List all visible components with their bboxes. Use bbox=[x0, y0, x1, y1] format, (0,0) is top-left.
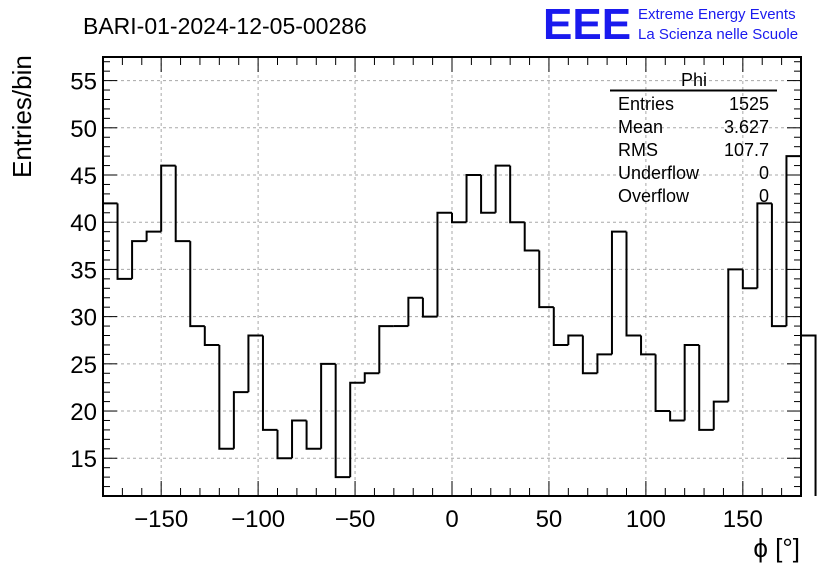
histogram-bin bbox=[203, 326, 220, 346]
histogram-bin bbox=[189, 241, 205, 328]
stats-title: Phi bbox=[681, 70, 707, 90]
tick-labels: −150 −100 −50 0 50 100 150 15 20 25 30 35 40 45 50 55 bbox=[70, 69, 763, 533]
stats-row-value: 107.7 bbox=[724, 140, 769, 160]
histogram-bin bbox=[363, 372, 380, 383]
histogram-bins bbox=[102, 155, 817, 496]
histogram-bin bbox=[480, 175, 496, 214]
histogram-bin bbox=[349, 381, 365, 478]
stats-row-label: Underflow bbox=[618, 163, 700, 183]
histogram-bin bbox=[145, 230, 162, 242]
y-tick-label: 55 bbox=[70, 69, 97, 96]
x-tick-label: 50 bbox=[536, 506, 563, 533]
logo-line-1: Extreme Energy Events bbox=[638, 6, 796, 23]
histogram-bin bbox=[567, 334, 583, 345]
histogram-bin bbox=[465, 174, 482, 223]
y-tick-label: 15 bbox=[70, 446, 97, 473]
logo-mark: EEE bbox=[543, 0, 631, 49]
x-tick-label: −150 bbox=[134, 506, 188, 533]
histogram-bin bbox=[334, 363, 351, 479]
histogram-bin bbox=[407, 296, 423, 327]
y-tick-label: 30 bbox=[70, 305, 97, 332]
histogram-bin bbox=[291, 419, 307, 459]
histogram-bin bbox=[610, 230, 627, 355]
y-tick-label: 25 bbox=[70, 352, 97, 379]
histogram-bin bbox=[683, 343, 700, 421]
histogram-bin bbox=[654, 354, 671, 413]
stats-row-label: Entries bbox=[618, 94, 674, 114]
x-tick-label: 150 bbox=[723, 506, 763, 533]
histogram-bin bbox=[596, 353, 612, 374]
stats-row-value: 3.627 bbox=[724, 117, 769, 137]
histogram-bin bbox=[131, 240, 147, 279]
axis-ticks bbox=[102, 57, 802, 496]
chart-title: BARI-01-2024-12-05-00286 bbox=[83, 13, 367, 39]
histogram-bin bbox=[712, 400, 729, 430]
histogram-bin bbox=[494, 164, 511, 213]
histogram-bin bbox=[698, 344, 714, 431]
x-tick-label: −50 bbox=[335, 506, 376, 533]
histogram-bin bbox=[538, 250, 554, 309]
histogram-bin bbox=[509, 165, 525, 224]
histogram-bin bbox=[421, 297, 438, 318]
stats-row-label: RMS bbox=[618, 140, 658, 160]
histogram-bin bbox=[305, 420, 322, 450]
y-tick-label: 50 bbox=[70, 116, 97, 143]
histogram-bin bbox=[727, 268, 743, 402]
x-tick-label: −100 bbox=[231, 506, 285, 533]
histogram-bin bbox=[581, 335, 598, 375]
histogram-bin bbox=[232, 391, 249, 449]
stats-row-label: Overflow bbox=[618, 186, 690, 206]
logo-line-2: La Scienza nelle Scuole bbox=[638, 26, 798, 43]
histogram-bin bbox=[247, 334, 263, 393]
histogram-bin bbox=[276, 429, 293, 460]
histogram-bin bbox=[436, 211, 452, 317]
histogram-bin bbox=[320, 362, 336, 449]
x-tick-label: 100 bbox=[626, 506, 666, 533]
stats-row-value: 1525 bbox=[729, 94, 769, 114]
histogram-bin bbox=[451, 212, 467, 224]
stats-row-value: 0 bbox=[759, 186, 769, 206]
y-tick-label: 20 bbox=[70, 399, 97, 426]
x-axis-label: ϕ [°] bbox=[753, 533, 800, 563]
histogram-bin bbox=[160, 164, 176, 232]
y-tick-label: 40 bbox=[70, 210, 97, 237]
histogram-bin bbox=[261, 335, 278, 431]
histogram-bin bbox=[116, 203, 133, 280]
histogram-bin bbox=[174, 165, 191, 243]
histogram-bin bbox=[523, 222, 540, 252]
histogram-bin bbox=[218, 344, 234, 450]
eee-logo: EEE Extreme Energy Events La Scienza nel… bbox=[543, 0, 798, 49]
histogram-bin bbox=[756, 202, 772, 289]
histogram-bin bbox=[741, 269, 758, 290]
stats-row-value: 0 bbox=[759, 163, 769, 183]
histogram-bin bbox=[770, 203, 787, 328]
stats-box: Phi Entries 1525 Mean 3.627 RMS 107.7 Underflo… bbox=[610, 70, 777, 206]
histogram-bin bbox=[640, 335, 656, 356]
histogram-bin bbox=[552, 307, 569, 346]
y-axis-label: Entries/bin bbox=[7, 55, 37, 178]
y-tick-label: 35 bbox=[70, 257, 97, 284]
histogram-bin bbox=[625, 231, 642, 337]
y-tick-label: 45 bbox=[70, 163, 97, 190]
x-tick-label: 0 bbox=[445, 506, 458, 533]
stats-row-label: Mean bbox=[618, 117, 663, 137]
histogram-bin bbox=[378, 325, 394, 374]
histogram-bin bbox=[669, 411, 685, 422]
stats-rows: Entries 1525 Mean 3.627 RMS 107.7 Underflow 0 Ov… bbox=[618, 94, 769, 206]
